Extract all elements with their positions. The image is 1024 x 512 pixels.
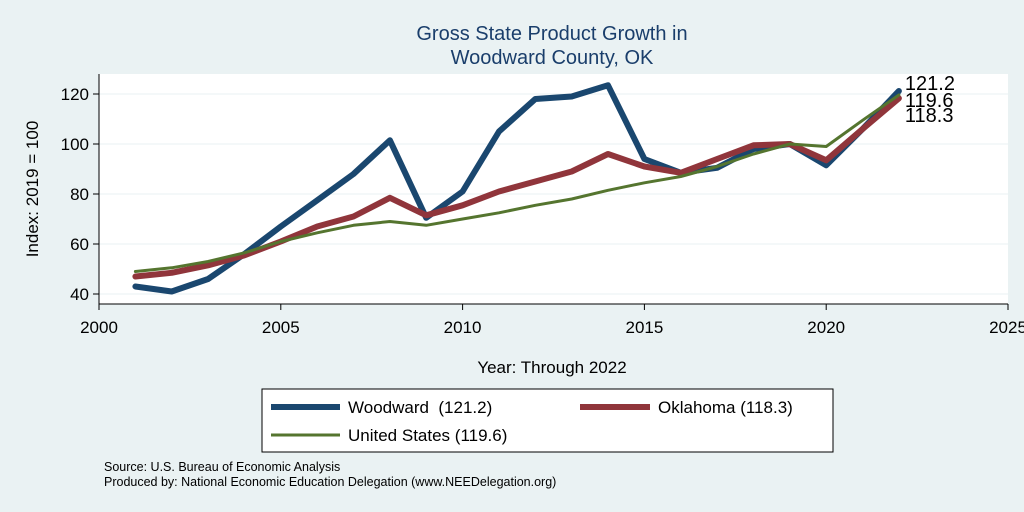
end-label-united-states: 119.6 bbox=[905, 90, 954, 112]
series-line-united-states bbox=[133, 93, 901, 273]
end-label-woodward: 121.2 bbox=[905, 73, 955, 95]
plot-area bbox=[99, 74, 1008, 304]
y-axis-ticks: 40 60 80 100 120 bbox=[61, 85, 99, 304]
source-line: Source: U.S. Bureau of Economic Analysis bbox=[104, 460, 341, 474]
x-tick-label: 2015 bbox=[625, 318, 663, 337]
y-tick-label: 80 bbox=[70, 185, 89, 204]
y-tick-label: 60 bbox=[70, 235, 89, 254]
source-notes: Source: U.S. Bureau of Economic Analysis… bbox=[104, 460, 556, 490]
x-tick-label: 2005 bbox=[262, 318, 300, 337]
legend: Woodward (121.2) Oklahoma (118.3) United… bbox=[261, 388, 834, 453]
x-axis-ticks: 2000 2005 2010 2015 2020 2025 bbox=[80, 304, 1024, 337]
y-tick-label: 120 bbox=[61, 85, 89, 104]
y-tick-label: 40 bbox=[70, 285, 89, 304]
y-axis-label: Index: 2019 = 100 bbox=[23, 121, 42, 258]
legend-box bbox=[261, 388, 834, 453]
legend-label-oklahoma: Oklahoma (118.3) bbox=[658, 398, 793, 417]
produced-by-line: Produced by: National Economic Education… bbox=[104, 475, 557, 489]
x-tick-label: 2020 bbox=[807, 318, 845, 337]
y-tick-label: 100 bbox=[61, 135, 89, 154]
legend-label-united-states: United States (119.6) bbox=[348, 426, 507, 445]
end-label-oklahoma: 118.3 bbox=[905, 105, 954, 127]
series-lines bbox=[132, 82, 902, 295]
x-tick-label: 2010 bbox=[444, 318, 482, 337]
legend-label-woodward: Woodward (121.2) bbox=[348, 398, 492, 417]
chart-title-line-2: Woodward County, OK bbox=[451, 47, 654, 69]
gridlines bbox=[99, 93, 1008, 295]
x-tick-label: 2025 bbox=[989, 318, 1024, 337]
x-axis-label: Year: Through 2022 bbox=[477, 358, 626, 377]
chart-title-line-1: Gross State Product Growth in bbox=[416, 23, 687, 45]
x-tick-label: 2000 bbox=[80, 318, 118, 337]
